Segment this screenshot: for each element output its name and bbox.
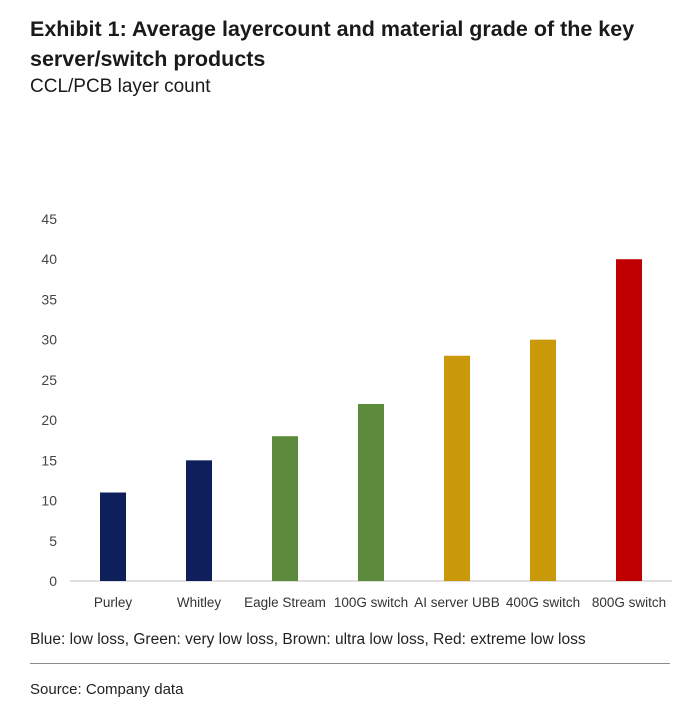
x-tick-label: 100G switch xyxy=(334,595,408,610)
bar-chart: 0 5 10 15 20 25 30 35 40 45 Purley Whitley Eagle St… xyxy=(41,211,672,610)
x-tick-label: Purley xyxy=(94,595,133,610)
x-tick-label: Whitley xyxy=(177,595,222,610)
bars xyxy=(100,259,642,581)
source-note: Source: Company data xyxy=(30,681,184,698)
bar-ai-server-ubb xyxy=(444,355,470,581)
y-tick-label: 30 xyxy=(41,332,57,348)
y-tick-label: 0 xyxy=(49,573,57,589)
bar-400g-switch xyxy=(530,339,556,581)
y-tick-label: 25 xyxy=(41,372,57,388)
chart-title: Exhibit 1: Average layercount and materi… xyxy=(30,17,635,71)
x-tick-label: Eagle Stream xyxy=(244,595,326,610)
bar-whitley xyxy=(186,460,212,581)
y-tick-label: 20 xyxy=(41,412,57,428)
y-tick-label: 35 xyxy=(41,291,57,307)
bar-purley xyxy=(100,492,126,581)
bar-800g-switch xyxy=(616,259,642,581)
x-tick-label: 400G switch xyxy=(506,595,580,610)
chart-subtitle: CCL/PCB layer count xyxy=(30,76,211,97)
color-legend-note: Blue: low loss, Green: very low loss, Br… xyxy=(30,631,586,648)
divider xyxy=(30,663,670,664)
y-tick-label: 15 xyxy=(41,452,57,468)
y-tick-label: 5 xyxy=(49,533,57,549)
y-axis-labels: 0 5 10 15 20 25 30 35 40 45 xyxy=(41,211,57,589)
bar-100g-switch xyxy=(358,404,384,581)
bar-eagle-stream xyxy=(272,436,298,581)
x-tick-label: 800G switch xyxy=(592,595,666,610)
x-axis-labels: Purley Whitley Eagle Stream 100G switch AI s… xyxy=(94,595,666,610)
y-tick-label: 40 xyxy=(41,251,57,267)
x-tick-label: AI server UBB xyxy=(414,595,500,610)
y-tick-label: 10 xyxy=(41,493,57,509)
y-tick-label: 45 xyxy=(41,211,57,227)
